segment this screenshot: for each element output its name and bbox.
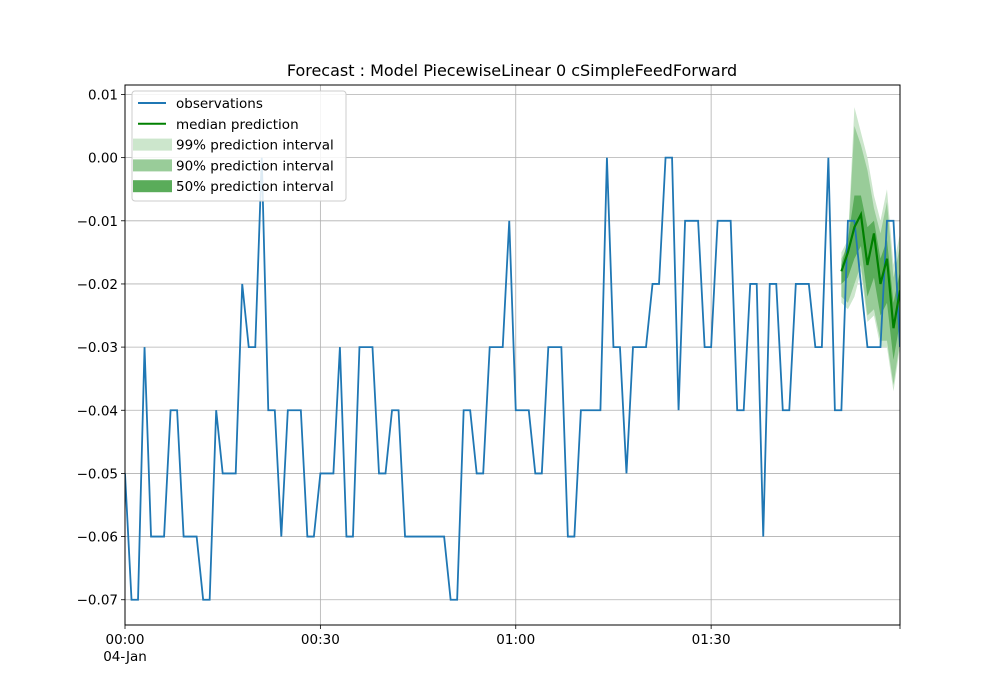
legend-patch-swatch: [133, 180, 172, 193]
legend-box: [131, 90, 347, 202]
series-lines: [125, 156, 900, 601]
legend-label: 99% prediction interval: [176, 138, 334, 154]
x-tick-label: 01:00: [496, 632, 535, 648]
y-tick-label: 0.00: [88, 151, 118, 167]
y-tick-label: −0.05: [77, 466, 118, 482]
series-median-prediction-line: [840, 210, 900, 329]
y-tick-label: −0.01: [77, 214, 118, 230]
y-tick-label: −0.07: [77, 593, 118, 609]
legend-label: 90% prediction interval: [176, 158, 334, 174]
plot-area-frame: [124, 84, 901, 626]
legend-patch-swatch: [133, 138, 172, 151]
x-tick-label: 01:30: [692, 632, 731, 648]
series-observations-line: [125, 156, 900, 601]
legend-label: observations: [176, 96, 263, 112]
x-tick-label: 00:00: [106, 632, 145, 648]
x-tick-label: 00:30: [301, 632, 340, 648]
legend-label: median prediction: [176, 117, 299, 133]
x-tick-sublabel: 04-Jan: [103, 649, 147, 665]
legend-label: 50% prediction interval: [176, 179, 334, 195]
axis-ticks: 0.01 0.00 −0.01 −0.02 −0.03 −0.04 −0.05 −0.06 −0…: [77, 87, 901, 665]
y-tick-label: −0.02: [77, 277, 118, 293]
y-tick-label: −0.06: [77, 530, 118, 546]
legend-patch-swatch: [133, 159, 172, 172]
y-tick-label: 0.01: [88, 87, 118, 103]
chart-title: Forecast : Model PiecewiseLinear 0 cSimp…: [287, 61, 737, 80]
legend: observations median prediction 99% predict…: [131, 90, 347, 202]
y-tick-label: −0.04: [77, 403, 118, 419]
y-tick-label: −0.03: [77, 340, 118, 356]
